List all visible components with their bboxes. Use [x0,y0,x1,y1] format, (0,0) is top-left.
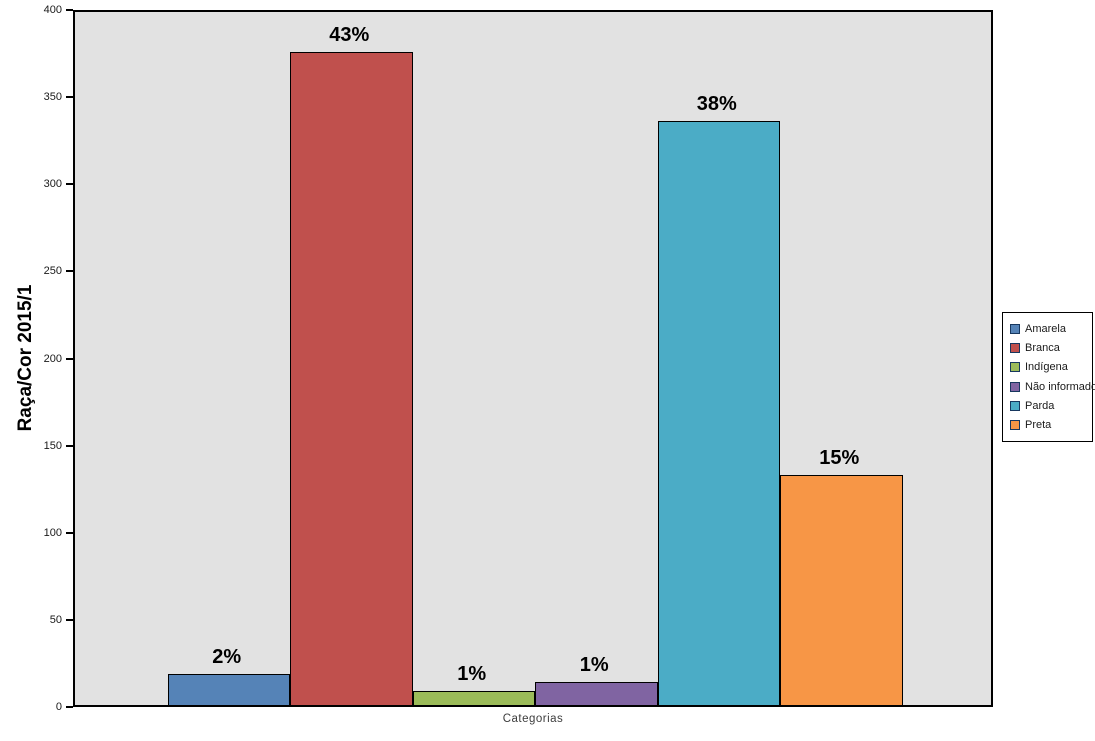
bar-preta [780,475,903,705]
legend-item-preta: Preta [1010,415,1087,434]
legend-item-label: Parda [1025,399,1055,412]
legend-item-indigena: Indígena [1010,358,1087,377]
legend-item-label: Amarela [1025,322,1066,335]
bar-nao-informado [535,682,658,705]
y-tick-label: 400 [43,4,62,16]
y-tick-label: 350 [43,91,62,104]
y-tick-mark [66,183,73,186]
y-tick-label: 0 [55,701,62,713]
legend-item-amarela: Amarela [1010,319,1087,338]
y-tick-mark [66,706,73,708]
bar-amarela [167,673,290,705]
bar-indigena [412,691,535,705]
legend-swatch [1010,362,1020,373]
legend-item-branca: Branca [1010,338,1087,357]
legend-item-label: Preta [1025,419,1052,432]
bar-percent-label: 1% [579,654,609,677]
bar-percent-label: 15% [819,446,860,469]
plot-area [73,10,993,707]
legend-swatch [1010,400,1020,411]
legend-item-nao-informado: Não informado [1010,377,1095,396]
legend-swatch [1010,381,1020,392]
bar-branca [290,51,413,705]
y-tick-mark [66,96,73,99]
legend: Amarela Branca Indígena Não informado Parda P… [1002,312,1095,442]
y-tick-mark [66,618,73,621]
legend-swatch [1010,342,1020,353]
legend-swatch [1010,420,1020,431]
legend-item-parda: Parda [1010,396,1087,415]
legend-item-label: Branca [1025,341,1060,354]
bar-parda [657,121,780,705]
y-tick-label: 200 [43,352,62,365]
bar-percent-label: 38% [696,93,737,116]
y-tick-label: 100 [43,526,62,539]
legend-item-label: Indígena [1025,361,1068,374]
y-tick-mark [66,444,73,447]
y-tick-mark [66,270,73,273]
bar-percent-label: 1% [457,663,487,686]
y-tick-label: 50 [49,613,62,626]
legend-item-label: Não informado [1025,380,1095,393]
bar-percent-label: 2% [212,645,242,668]
y-tick-mark [66,531,73,534]
x-axis-title: Categorias [502,713,564,725]
y-tick-label: 150 [43,439,62,452]
y-tick-mark [66,357,73,360]
bar-percent-label: 43% [329,23,370,46]
legend-swatch [1010,323,1020,334]
y-tick-mark [66,9,73,11]
y-tick-label: 250 [43,265,62,278]
y-tick-label: 300 [43,178,62,191]
